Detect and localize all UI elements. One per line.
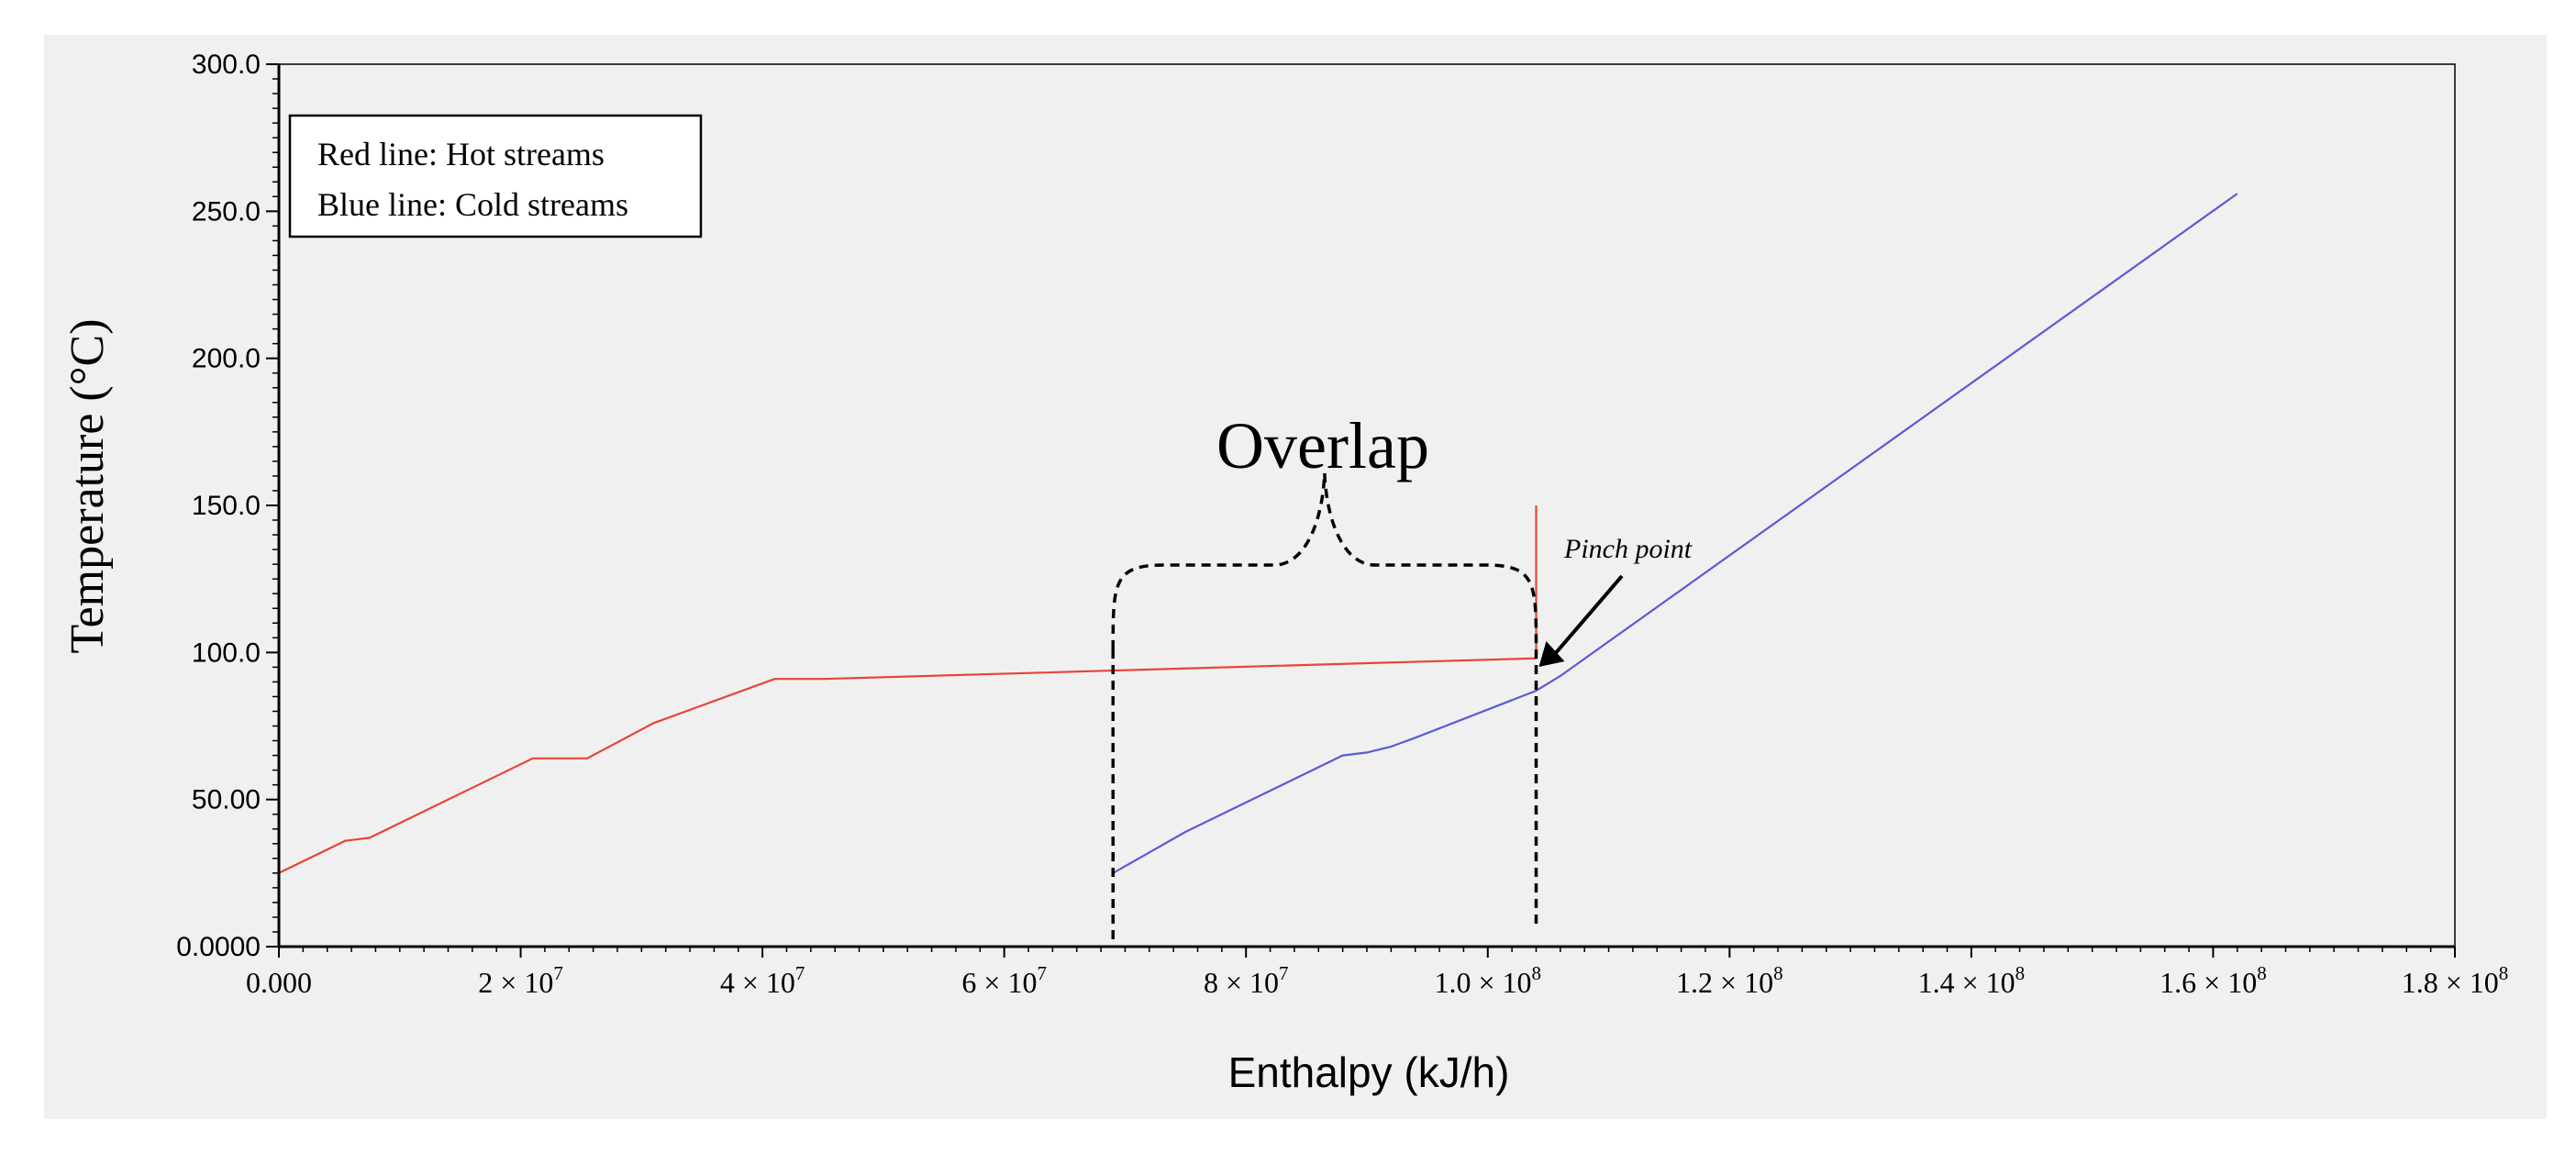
- x-tick-label: 1.8 × 108: [2402, 962, 2509, 999]
- axes: 0.0000 50.00 100.0 150.0 200.0 250.0 300.0 0.00…: [176, 50, 2508, 999]
- y-tick-label: 0.0000: [176, 932, 261, 962]
- x-tick-label: 1.4 × 108: [1918, 962, 2026, 999]
- x-tick-label: 4 × 107: [720, 962, 805, 999]
- x-tick-label: 1.0 × 108: [1435, 962, 1542, 999]
- x-tick-label: 0.000: [246, 966, 312, 999]
- legend-hot-streams: Red line: Hot streams: [317, 136, 605, 172]
- y-tick-label: 200.0: [192, 344, 261, 374]
- legend-cold-streams: Blue line: Cold streams: [317, 186, 628, 223]
- x-axis-title: Enthalpy (kJ/h): [1228, 1048, 1510, 1096]
- y-axis-title: Temperature (°C): [61, 318, 114, 653]
- cold-streams-curve: [1112, 193, 2238, 874]
- pinch-arrow-shaft: [1549, 574, 1624, 660]
- overlap-brace: [1111, 472, 1538, 650]
- hot-streams-curve: [278, 505, 1538, 874]
- y-tick-label: 150.0: [192, 491, 261, 521]
- y-tick-label: 100.0: [192, 637, 261, 668]
- y-tick-label: 50.00: [192, 785, 261, 815]
- y-tick-label: 250.0: [192, 196, 261, 227]
- y-tick-label: 300.0: [192, 50, 261, 80]
- x-tick-label: 2 × 107: [478, 962, 563, 999]
- x-tick-label: 8 × 107: [1204, 962, 1289, 999]
- annotations: [1111, 472, 1624, 947]
- x-tick-label: 1.6 × 108: [2160, 962, 2267, 999]
- x-tick-label: 6 × 107: [961, 962, 1047, 999]
- overlap-label: Overlap: [1216, 409, 1429, 482]
- pinch-point-label: Pinch point: [1563, 534, 1693, 564]
- pinch-arrow-head: [1538, 640, 1565, 667]
- legend-box: [288, 114, 703, 238]
- x-tick-label: 1.2 × 108: [1676, 962, 1783, 999]
